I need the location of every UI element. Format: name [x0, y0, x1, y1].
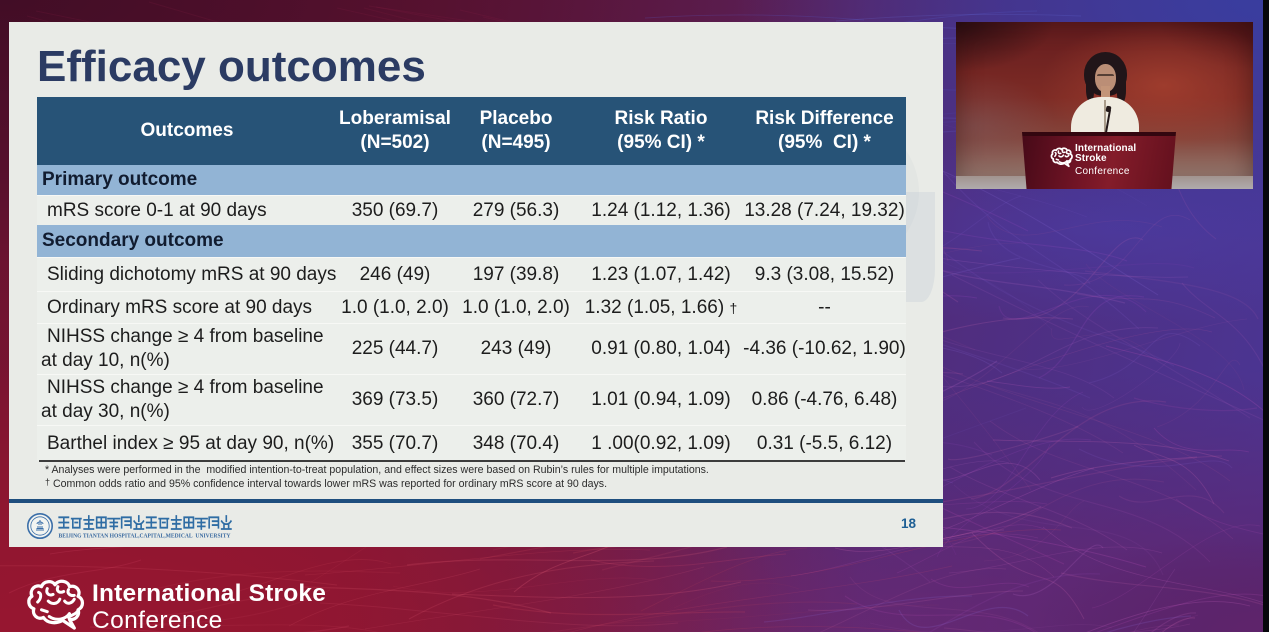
svg-text:BEIJING TIANTAN HOSPITAL,CAPIT: BEIJING TIANTAN HOSPITAL,CAPITAL,MEDICAL… — [59, 533, 231, 540]
